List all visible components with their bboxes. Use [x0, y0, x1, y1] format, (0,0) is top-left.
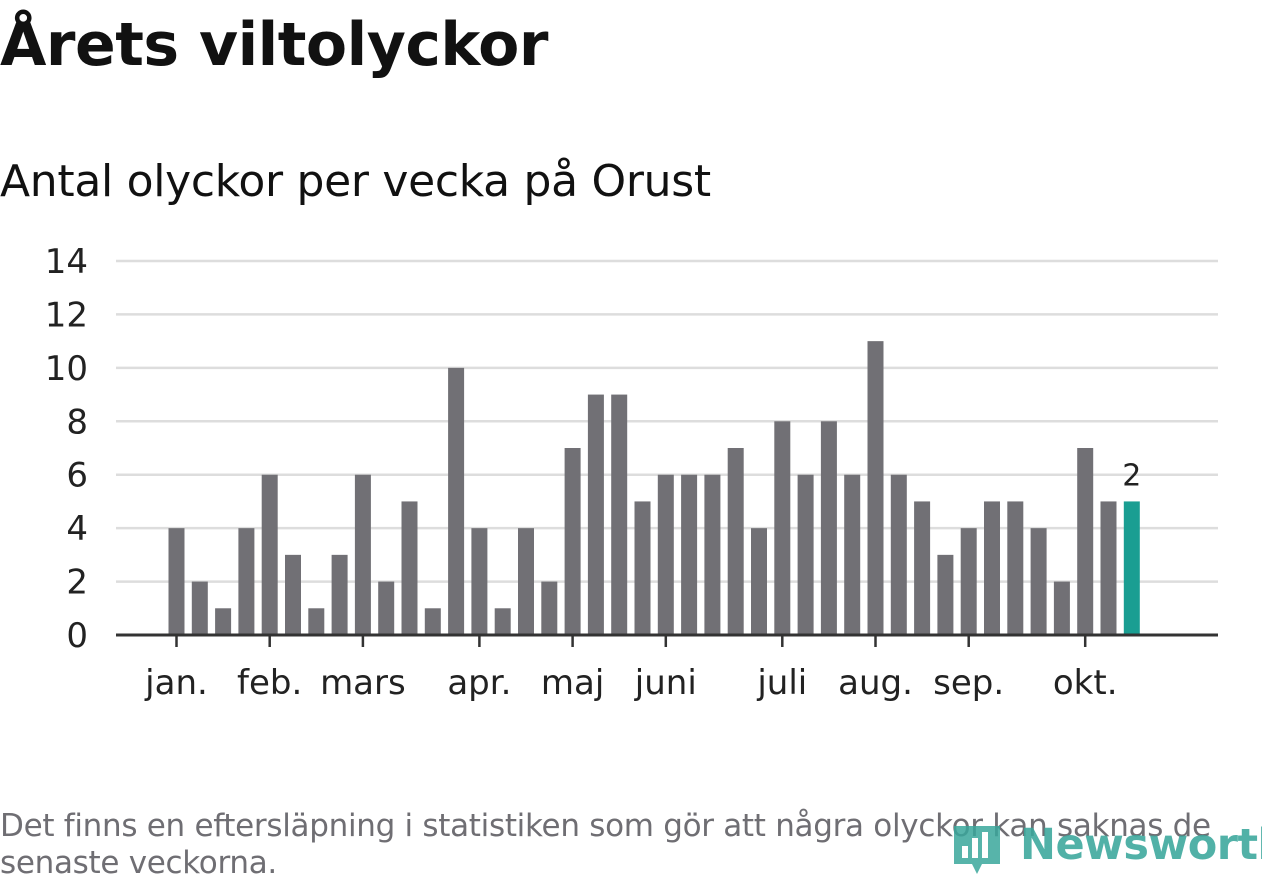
data-labels: 2 [1122, 458, 1141, 493]
x-tick-label: maj [541, 663, 604, 703]
bar [634, 501, 651, 635]
x-tick-label: juni [634, 663, 697, 703]
y-tick-label: 2 [66, 563, 88, 603]
bar-chart: 0 2 4 6 8 10 12 14 jan. feb. mars apr. maj juni juli a… [45, 242, 1218, 703]
bar [681, 474, 698, 635]
bar [168, 528, 185, 635]
y-axis-ticks: 0 2 4 6 8 10 12 14 [45, 242, 88, 656]
bar [448, 367, 465, 635]
x-tick-label: jan. [144, 663, 208, 703]
bar [727, 448, 744, 635]
x-tick-label: mars [320, 663, 406, 703]
bar [937, 554, 954, 635]
bar [494, 608, 511, 635]
newsworthy-logo: Newsworthy [950, 820, 1262, 878]
data-label: 2 [1122, 458, 1141, 493]
bar [1100, 501, 1117, 635]
bar [401, 501, 418, 635]
chart-title: Årets viltolyckor [0, 10, 549, 80]
bar [238, 528, 255, 635]
bar [285, 554, 301, 635]
bar [704, 474, 721, 635]
newsworthy-logo-icon [954, 826, 1000, 874]
x-tick-label: juli [756, 663, 807, 703]
y-tick-label: 6 [66, 456, 88, 496]
bar-highlight [1123, 501, 1140, 635]
x-tick-label: feb. [237, 663, 302, 703]
y-tick-label: 4 [66, 509, 88, 549]
bar [215, 608, 232, 635]
bar [867, 341, 884, 635]
bar [261, 474, 278, 635]
bar [564, 448, 581, 635]
bar [1030, 528, 1047, 635]
bar [890, 474, 907, 635]
bar [378, 581, 395, 635]
bar [820, 421, 837, 635]
bar [541, 581, 558, 635]
bar [774, 421, 791, 635]
bar [984, 501, 1000, 635]
bar [191, 581, 208, 635]
x-axis-month-labels: jan. feb. mars apr. maj juni juli aug. sep. okt. [144, 635, 1118, 703]
bar [354, 474, 371, 635]
bar [960, 528, 977, 635]
bar [611, 394, 628, 635]
bar [1007, 501, 1024, 635]
y-tick-label: 14 [45, 242, 88, 282]
y-tick-label: 10 [45, 349, 88, 389]
bar [844, 474, 861, 635]
newsworthy-logo-text: Newsworthy [1020, 820, 1262, 870]
bar [587, 394, 604, 635]
bars [168, 341, 1140, 635]
bar [1077, 448, 1094, 635]
bar [797, 474, 814, 635]
y-tick-label: 12 [45, 295, 88, 335]
x-tick-label: okt. [1053, 663, 1118, 703]
footnote: Det finns en eftersläpning i statistiken… [0, 808, 1211, 881]
x-tick-label: aug. [838, 663, 913, 703]
bar [1053, 581, 1070, 635]
bar [751, 528, 767, 635]
bar [331, 554, 348, 635]
bar [518, 528, 534, 635]
chart-subtitle: Antal olyckor per vecka på Orust [0, 156, 711, 207]
bar [657, 474, 674, 635]
y-tick-label: 8 [66, 402, 88, 442]
bar [914, 501, 931, 635]
bar [471, 528, 488, 635]
x-tick-label: sep. [933, 663, 1004, 703]
bar [308, 608, 325, 635]
y-tick-label: 0 [66, 616, 88, 656]
bar [424, 608, 441, 635]
x-tick-label: apr. [447, 663, 511, 703]
